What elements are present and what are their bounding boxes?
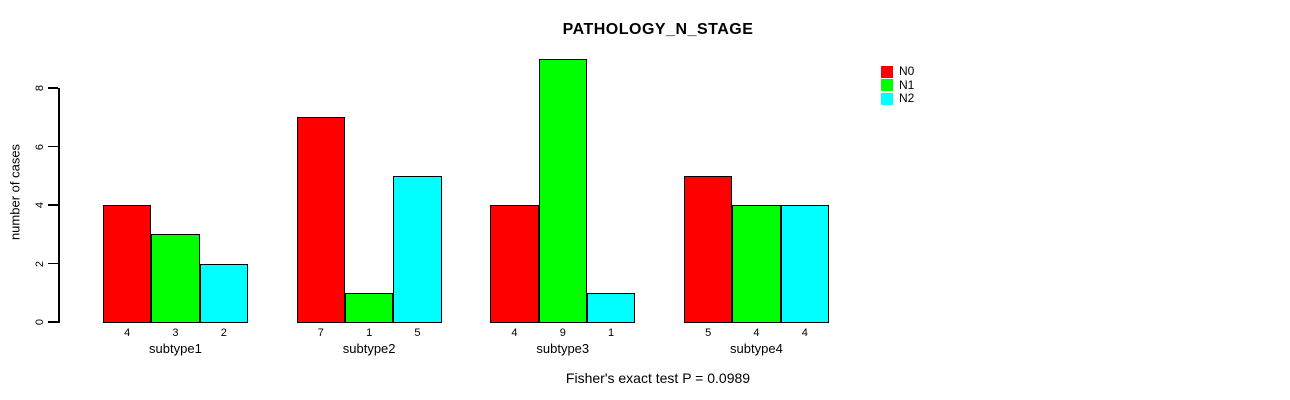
chart-title: PATHOLOGY_N_STAGE — [562, 21, 754, 38]
bar-value-label: 4 — [801, 327, 808, 339]
bar-value-label: 5 — [414, 327, 421, 339]
bar — [684, 175, 733, 323]
bar-value-label: 2 — [220, 327, 227, 339]
bar-value-label: 4 — [124, 327, 131, 339]
category-label: subtype4 — [730, 341, 783, 356]
bar — [345, 292, 394, 323]
y-tick-label: 4 — [34, 201, 46, 209]
bar-value-label: 3 — [172, 327, 179, 339]
bar-value-label: 1 — [366, 327, 373, 339]
legend-label: N1 — [899, 77, 915, 92]
y-tick-mark — [48, 204, 58, 206]
y-tick-mark — [48, 145, 58, 148]
bar — [780, 205, 829, 323]
legend-item: N2 — [881, 92, 914, 106]
legend: N0 N1 N2 — [881, 65, 914, 106]
y-tick-mark — [48, 262, 58, 265]
bar-value-label: 5 — [705, 327, 712, 339]
bar-value-label: 4 — [753, 327, 760, 339]
legend-label: N0 — [899, 64, 915, 79]
y-tick-label: 6 — [34, 143, 46, 150]
y-axis-line — [58, 88, 60, 323]
bar — [296, 117, 345, 323]
bar — [490, 205, 539, 323]
y-tick-label: 2 — [34, 260, 46, 267]
bar — [732, 205, 781, 323]
fisher-test-annotation: Fisher's exact test P = 0.0989 — [565, 370, 751, 386]
y-tick-mark — [48, 321, 58, 323]
bar — [199, 263, 248, 323]
category-label: subtype3 — [536, 341, 590, 356]
bar — [393, 175, 442, 323]
legend-label: N2 — [899, 91, 915, 106]
legend-item: N0 — [881, 65, 914, 79]
bar-value-label: 9 — [559, 327, 566, 339]
bar — [586, 292, 636, 323]
bar — [103, 205, 152, 323]
legend-item: N1 — [881, 77, 915, 93]
category-label: subtype1 — [149, 341, 202, 356]
bar — [538, 58, 587, 323]
y-tick-mark — [48, 87, 58, 89]
y-tick-label: 0 — [34, 318, 46, 326]
y-axis-label: number of cases — [7, 143, 23, 241]
y-tick-label: 8 — [34, 84, 46, 92]
bar-value-label: 1 — [607, 327, 615, 339]
category-label: subtype2 — [342, 341, 396, 356]
legend-swatch — [881, 65, 893, 78]
legend-swatch — [881, 92, 893, 105]
bar-value-label: 4 — [511, 327, 518, 339]
bar — [151, 234, 200, 323]
legend-swatch — [881, 79, 893, 92]
bar-value-label: 7 — [317, 327, 324, 339]
